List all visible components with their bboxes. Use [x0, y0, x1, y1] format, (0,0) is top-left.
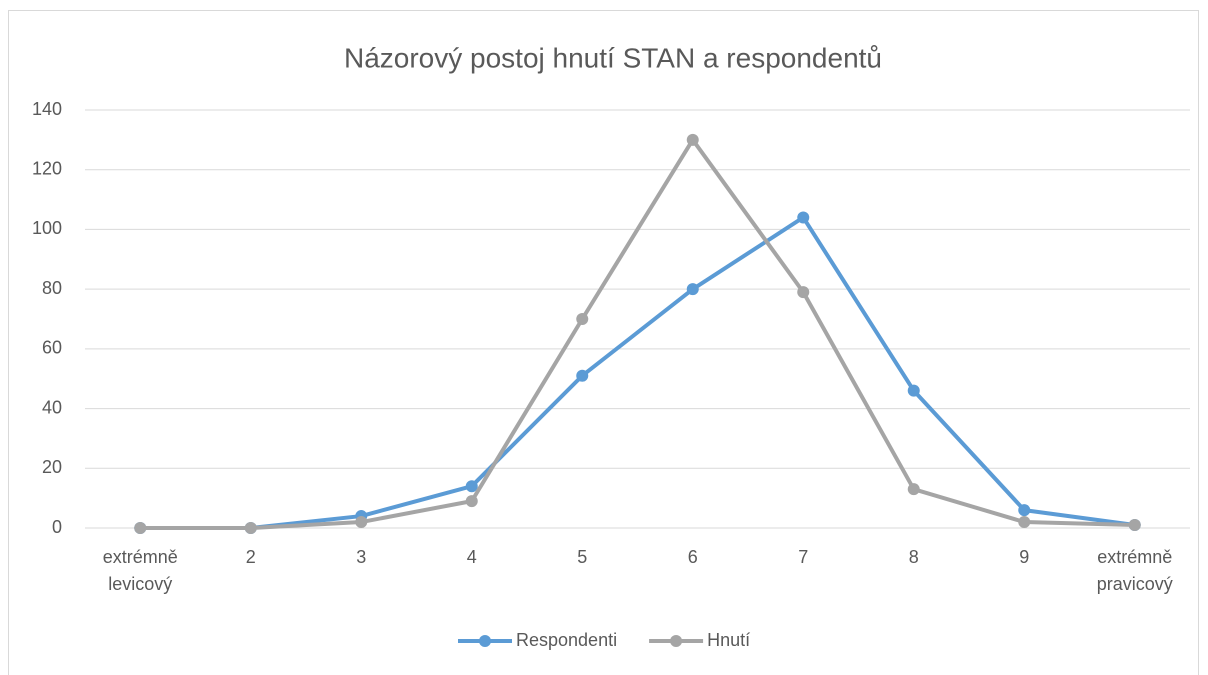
x-tick-label: 2	[246, 547, 256, 567]
point	[907, 483, 920, 496]
legend-marker	[670, 635, 683, 647]
chart-title: Názorový postoj hnutí STAN a respondentů	[344, 42, 882, 73]
point	[797, 211, 810, 224]
x-tick-label: extrémně levicový	[103, 547, 178, 594]
point	[244, 522, 257, 534]
x-tick-label: 5	[577, 547, 587, 567]
legend-label: Hnutí	[707, 630, 750, 650]
x-tick-label: 4	[467, 547, 477, 567]
x-tick-label: 6	[688, 547, 698, 567]
y-tick-label: 100	[32, 218, 62, 238]
point	[576, 313, 589, 325]
y-tick-label: 120	[32, 158, 62, 178]
point	[907, 384, 920, 397]
y-tick-label: 20	[42, 457, 62, 477]
point	[465, 480, 478, 493]
x-tick-label: 9	[1019, 547, 1029, 567]
series-line	[140, 137, 1135, 530]
x-tick-label: 8	[909, 547, 919, 567]
series-line	[140, 215, 1136, 530]
point	[355, 516, 368, 529]
x-tick-label: 3	[356, 547, 366, 567]
chart-border	[8, 10, 1199, 675]
y-tick-label: 140	[32, 99, 62, 119]
y-tick-label: 60	[42, 338, 62, 358]
point	[797, 286, 810, 299]
point	[134, 522, 147, 534]
point	[465, 495, 478, 508]
legend-marker	[479, 635, 491, 647]
y-tick-label: 0	[52, 517, 62, 537]
y-tick-label: 40	[42, 397, 62, 417]
point	[686, 283, 699, 296]
point	[576, 369, 589, 382]
legend-label: Respondenti	[516, 630, 617, 650]
y-tick-label: 80	[42, 278, 62, 298]
point	[1018, 516, 1031, 529]
x-tick-label: 7	[798, 547, 808, 567]
point	[686, 133, 699, 146]
point	[1128, 519, 1141, 532]
x-tick-label: extrémně pravicový	[1097, 547, 1173, 594]
point	[1018, 504, 1031, 517]
